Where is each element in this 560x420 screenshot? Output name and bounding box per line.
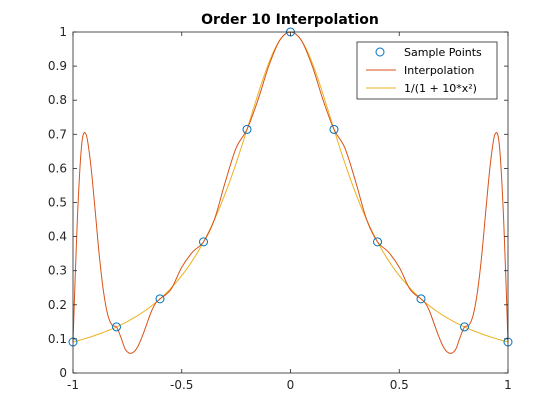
sample-point bbox=[155, 294, 165, 304]
y-tick-label: 0.4 bbox=[48, 230, 67, 244]
y-tick-label: 0.1 bbox=[48, 332, 67, 346]
y-tick-label: 0.5 bbox=[48, 196, 67, 210]
x-tick-label: 0 bbox=[287, 378, 295, 392]
y-tick-label: 0.2 bbox=[48, 298, 67, 312]
sample-point bbox=[242, 124, 252, 134]
sample-point bbox=[416, 294, 426, 304]
x-tick-label: -0.5 bbox=[170, 378, 193, 392]
y-tick-label: 0.3 bbox=[48, 264, 67, 278]
y-tick-label: 1 bbox=[59, 25, 67, 39]
x-axis-ticks: -1 -0.5 0 0.5 1 bbox=[67, 32, 512, 392]
legend: Sample Points Interpolation 1/(1 + 10*x²… bbox=[356, 41, 498, 100]
legend-label-function: 1/(1 + 10*x²) bbox=[404, 82, 477, 95]
legend-label-sample-points: Sample Points bbox=[404, 46, 482, 59]
y-tick-label: 0.9 bbox=[48, 59, 67, 73]
x-tick-label: 0.5 bbox=[390, 378, 409, 392]
sample-point bbox=[460, 322, 469, 332]
sample-point bbox=[373, 237, 382, 247]
y-axis-ticks: 0 0.1 0.2 0.3 0.4 0.5 0.6 0.7 0.8 0.9 1 bbox=[48, 25, 508, 380]
legend-marker-sample-points bbox=[375, 47, 385, 57]
sample-point bbox=[199, 237, 208, 247]
legend-label-interpolation: Interpolation bbox=[404, 64, 474, 77]
sample-point bbox=[112, 322, 121, 332]
y-tick-label: 0.6 bbox=[48, 161, 67, 175]
y-tick-label: 0.7 bbox=[48, 127, 67, 141]
x-tick-label: -1 bbox=[67, 378, 79, 392]
x-tick-label: 1 bbox=[504, 378, 512, 392]
y-tick-label: 0.8 bbox=[48, 93, 67, 107]
sample-point bbox=[329, 124, 339, 134]
y-tick-label: 0 bbox=[59, 366, 67, 380]
chart-title: Order 10 Interpolation bbox=[201, 12, 379, 28]
